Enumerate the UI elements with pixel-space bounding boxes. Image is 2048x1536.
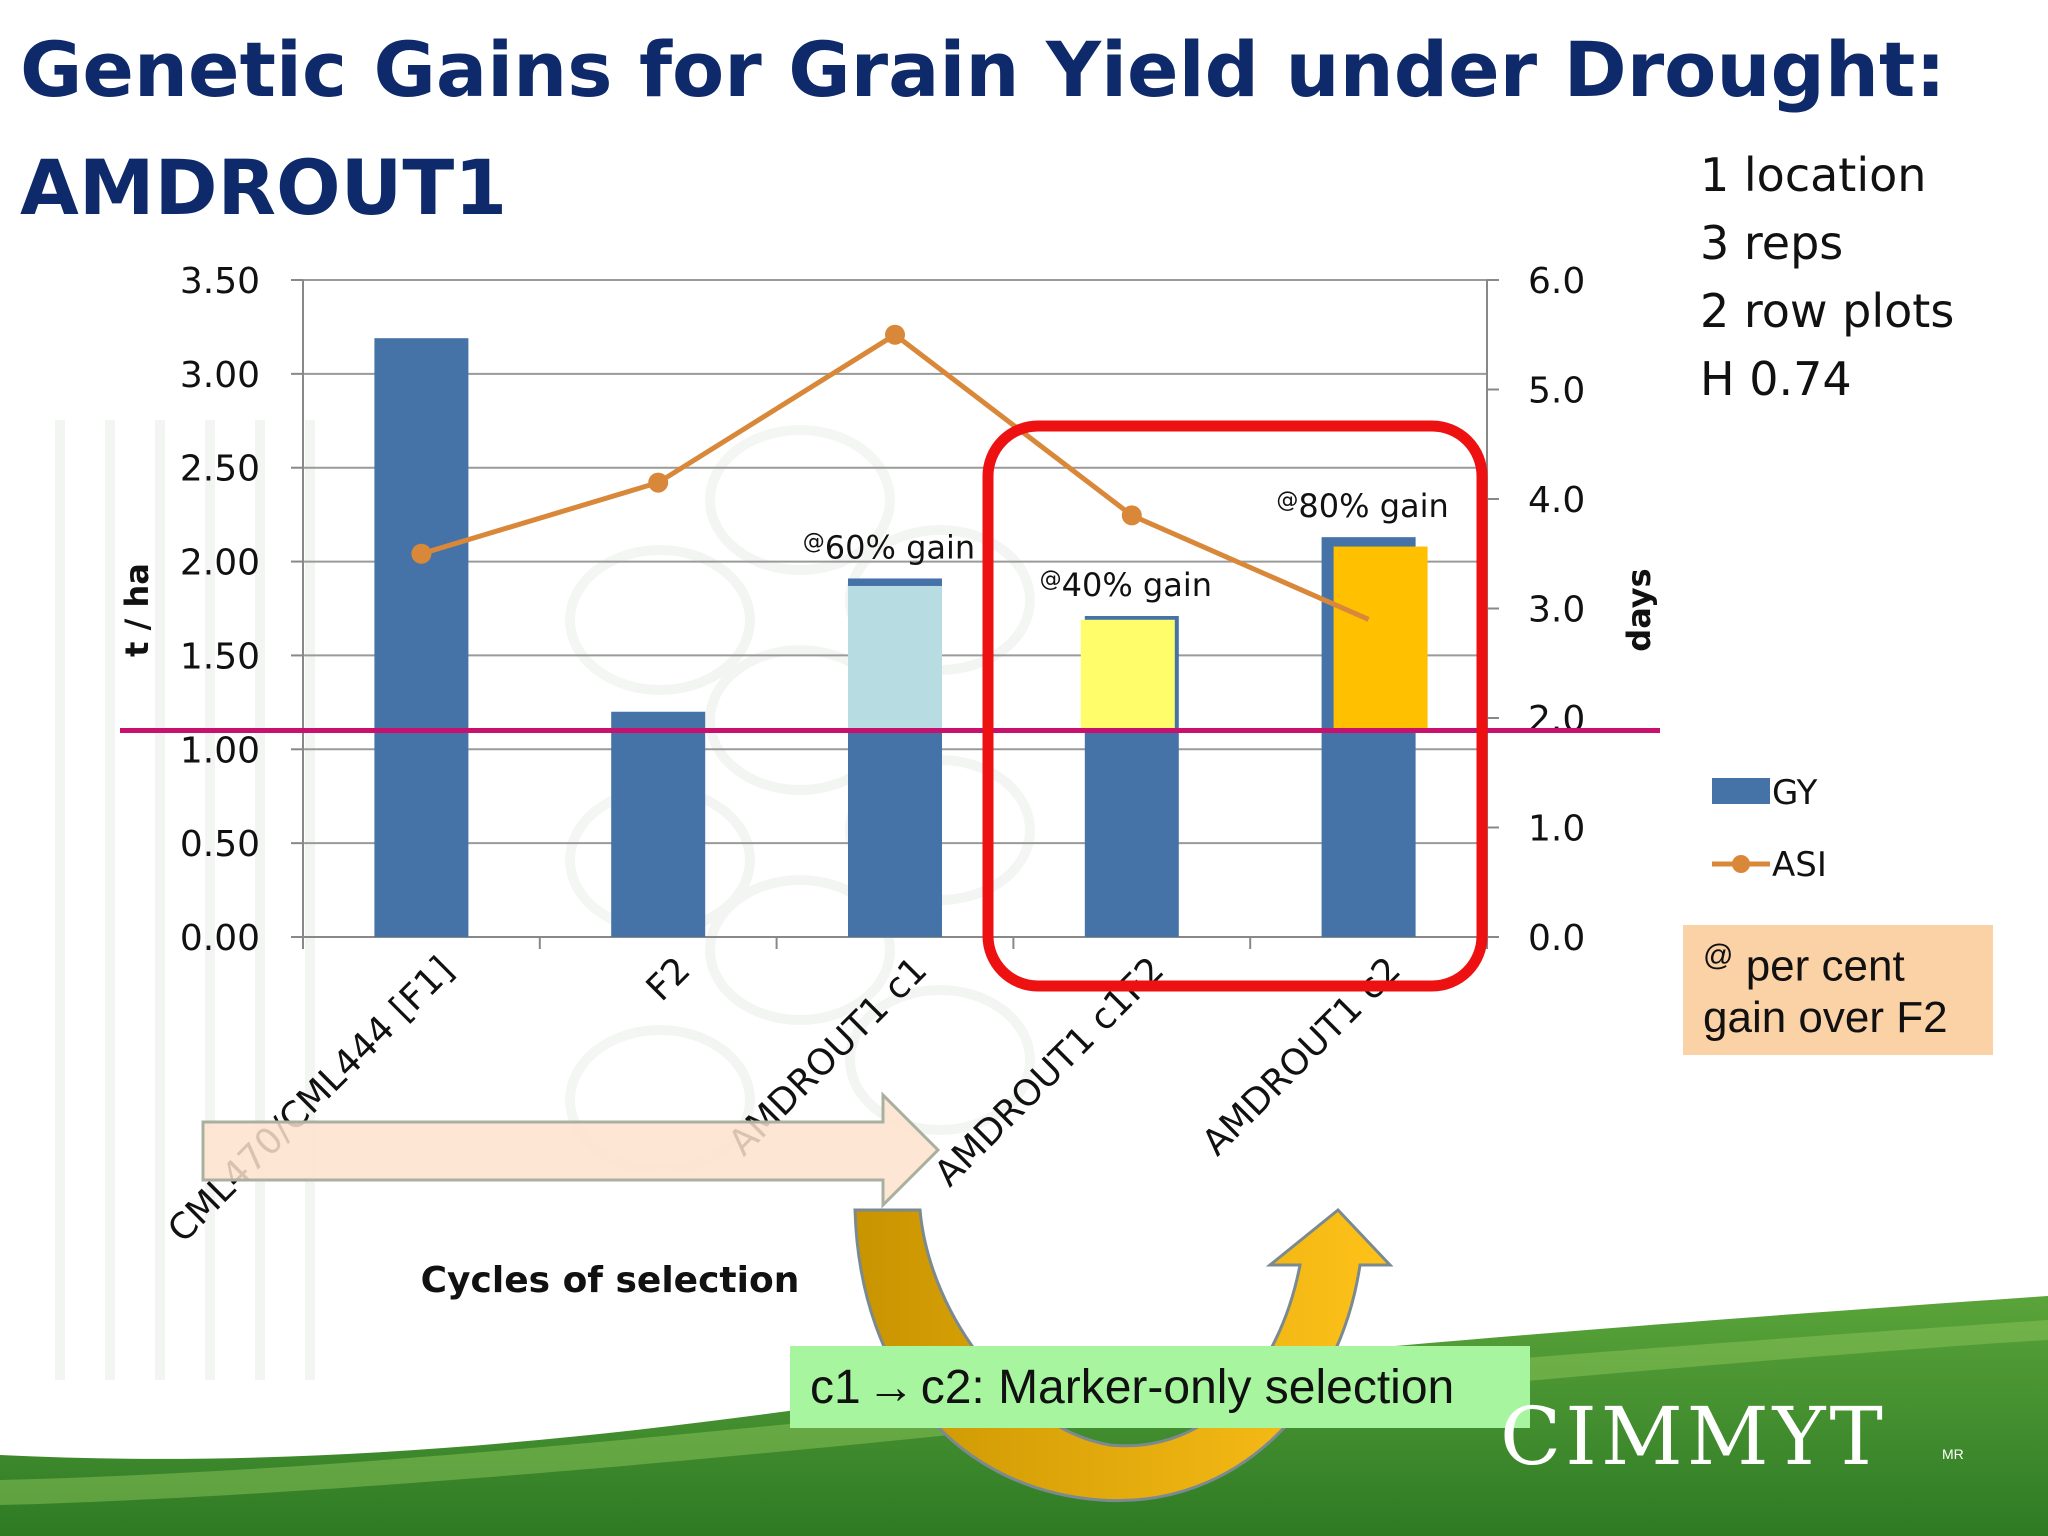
progress-arrow	[201, 1091, 941, 1209]
asi-point	[885, 324, 905, 345]
gain-label-text: 60% gain	[825, 528, 975, 566]
gain-note-symbol: @	[1703, 939, 1734, 972]
marker-selection-from: c1	[810, 1360, 861, 1414]
gain-segment	[1080, 619, 1175, 731]
y-left-tick-label: 3.50	[180, 261, 260, 302]
asi-point	[648, 472, 669, 493]
y-left-tick-label: 2.00	[180, 543, 260, 584]
marker-selection-label: c1 → c2: Marker-only selection	[790, 1346, 1530, 1428]
x-axis-title: Cycles of selection	[421, 1260, 800, 1301]
y-left-tick-label: 1.50	[180, 636, 260, 677]
gain-label-symbol: @	[1040, 567, 1062, 592]
y-left-tick-label: 2.50	[180, 449, 260, 490]
gain-segment	[1333, 546, 1428, 731]
y-right-tick-label: 2.0	[1528, 699, 1585, 740]
right-arrow-icon: →	[866, 1360, 915, 1414]
gain-label-text: 80% gain	[1298, 487, 1448, 525]
asi-line-path	[420, 331, 1370, 622]
asi-point	[411, 543, 432, 564]
y-axis-left-title: t / ha	[118, 563, 156, 657]
legend-asi-label: ASI	[1772, 845, 1827, 885]
gain-label-symbol: @	[1276, 488, 1298, 513]
gain-note-text: per cent	[1733, 941, 1905, 991]
info-plots: 2 row plots	[1700, 284, 1955, 338]
y-axis-right-ticks: 0.0 1.0 2.0 3.0 4.0 5.0 6.0	[1487, 261, 1585, 959]
gain-note-line1: @ per cent	[1703, 939, 1905, 992]
legend-asi-marker	[1732, 855, 1750, 873]
gain-note-line2: gain over F2	[1703, 993, 1948, 1042]
y-left-tick-label: 0.00	[180, 918, 260, 959]
info-heritability: H 0.74	[1700, 352, 1852, 406]
gain-label: @80% gain	[1276, 487, 1448, 525]
legend-gy-label: GY	[1772, 773, 1818, 813]
y-axis-left-ticks: 0.00 0.50 1.00 1.50 2.00 2.50 3.00 3.50	[180, 261, 303, 959]
y-right-tick-label: 0.0	[1528, 918, 1585, 959]
gain-labels: @60% gain@40% gain@80% gain	[803, 487, 1449, 604]
y-right-tick-label: 4.0	[1528, 480, 1585, 521]
cimmyt-logo-mark: MR	[1942, 1446, 1964, 1462]
info-reps: 3 reps	[1700, 216, 1844, 270]
gy-bar	[374, 338, 469, 938]
highlight-box	[982, 420, 1488, 992]
slide-title-line2: AMDROUT1	[20, 143, 508, 232]
y-axis-right-title: days	[1620, 568, 1658, 651]
y-right-tick-label: 3.0	[1528, 590, 1585, 631]
gain-label: @60% gain	[803, 528, 975, 566]
gain-label-symbol: @	[803, 529, 825, 554]
y-right-tick-label: 6.0	[1528, 261, 1585, 302]
chart-legend: GY ASI	[1712, 773, 1827, 885]
y-left-tick-label: 3.00	[180, 355, 260, 396]
gain-segments	[848, 546, 1428, 731]
slide-title-line1: Genetic Gains for Grain Yield under Drou…	[20, 25, 1946, 114]
marker-selection-to: c2: Marker-only selection	[920, 1360, 1455, 1414]
x-tick-label: F2	[639, 949, 699, 1009]
y-right-tick-label: 5.0	[1528, 371, 1585, 412]
y-right-tick-label: 1.0	[1528, 809, 1585, 850]
asi-line	[411, 324, 1370, 622]
gy-bar	[611, 711, 706, 937]
gain-label-text: 40% gain	[1062, 566, 1212, 604]
gain-segment	[848, 585, 942, 731]
asi-point	[1121, 505, 1142, 526]
info-location: 1 location	[1700, 148, 1927, 202]
gain-note-box: @ per cent gain over F2	[1683, 925, 1993, 1055]
cimmyt-logo: CIMMYT	[1500, 1390, 1887, 1483]
gain-label: @40% gain	[1040, 566, 1212, 604]
y-left-tick-label: 0.50	[180, 824, 260, 865]
x-axis-ticks: CML470/CML444 [F1] F2 AMDROUT1 c1AMDROUT1 …	[160, 949, 1409, 1250]
legend-gy-swatch	[1712, 778, 1770, 804]
y-left-tick-label: 1.00	[180, 730, 260, 771]
